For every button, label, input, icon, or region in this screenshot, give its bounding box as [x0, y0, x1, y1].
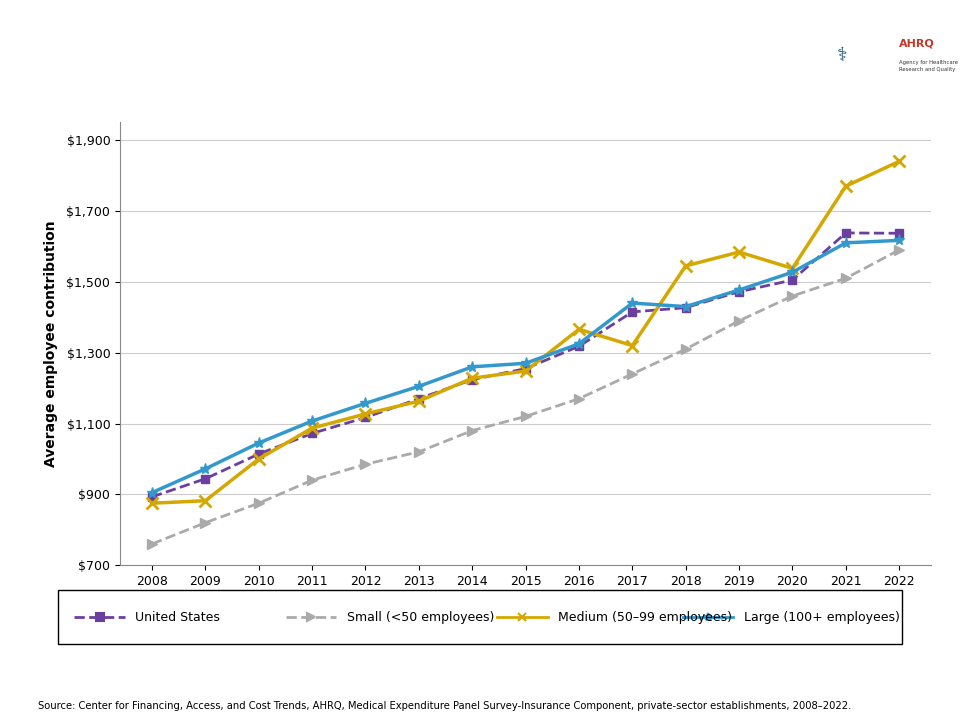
- Text: AHRQ: AHRQ: [900, 38, 935, 48]
- Text: Large (100+ employees): Large (100+ employees): [744, 611, 900, 624]
- Text: Figure 10. Average annual employee contribution (in dollars): Figure 10. Average annual employee contr…: [108, 33, 756, 52]
- Text: ⚕: ⚕: [837, 46, 848, 66]
- Ellipse shape: [812, 10, 947, 102]
- FancyBboxPatch shape: [58, 590, 902, 644]
- Text: Medium (50–99 employees): Medium (50–99 employees): [558, 611, 732, 624]
- Text: Source: Center for Financing, Access, and Cost Trends, AHRQ, Medical Expenditure: Source: Center for Financing, Access, an…: [38, 701, 852, 711]
- Text: United States: United States: [135, 611, 220, 624]
- Text: Small (<50 employees): Small (<50 employees): [347, 611, 493, 624]
- Y-axis label: Average employee contribution: Average employee contribution: [44, 220, 58, 467]
- Text: for single coverage, overall and by firm size, 2008–2022: for single coverage, overall and by firm…: [135, 71, 729, 90]
- Text: Agency for Healthcare
Research and Quality: Agency for Healthcare Research and Quali…: [900, 60, 958, 72]
- X-axis label: Year: Year: [505, 596, 546, 614]
